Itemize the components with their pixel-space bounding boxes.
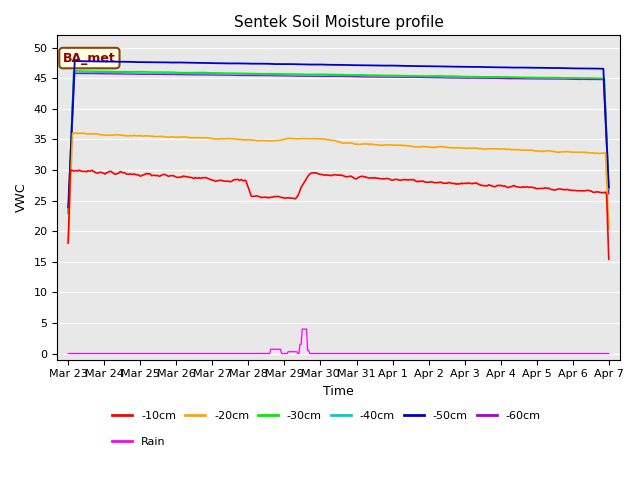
Legend: Rain: Rain [108, 432, 170, 451]
Title: Sentek Soil Moisture profile: Sentek Soil Moisture profile [234, 15, 444, 30]
Text: BA_met: BA_met [63, 51, 116, 64]
X-axis label: Time: Time [323, 385, 354, 398]
Y-axis label: VWC: VWC [15, 183, 28, 212]
